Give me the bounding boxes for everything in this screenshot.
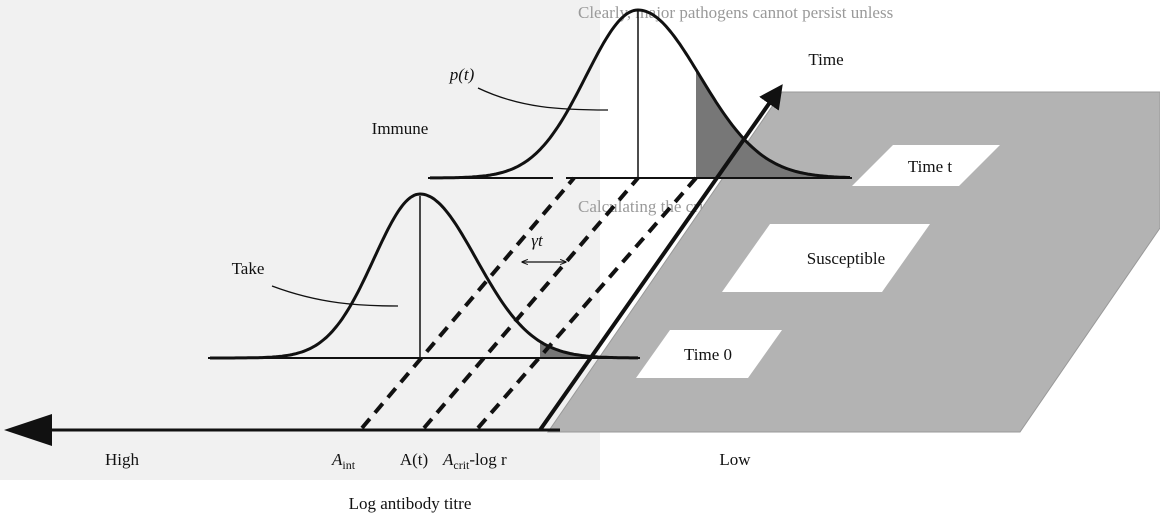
low-label: Low bbox=[719, 450, 751, 469]
titre-arrowhead bbox=[4, 414, 52, 446]
immune-curve bbox=[430, 8, 850, 180]
dashed-projection bbox=[422, 176, 640, 430]
page-tint bbox=[0, 0, 600, 480]
marker-suffix: -log r bbox=[469, 450, 507, 469]
susceptible-label: Susceptible bbox=[807, 249, 885, 268]
pointer bbox=[477, 87, 609, 111]
background-text: Clearly, major pathogens cannot persist … bbox=[578, 3, 893, 22]
box-susceptible bbox=[722, 224, 930, 292]
time-t-label: Time t bbox=[908, 157, 953, 176]
axis-title: Log antibody titre bbox=[349, 494, 472, 513]
marker-a-crit: Acrit-log r bbox=[442, 450, 507, 472]
box-time-t bbox=[852, 145, 1000, 186]
take-label: Take bbox=[232, 259, 265, 278]
dashed-projection bbox=[476, 176, 698, 430]
time-axis bbox=[538, 84, 783, 432]
marker-sub: crit bbox=[453, 458, 470, 472]
marker-base: A bbox=[331, 450, 343, 469]
marker-sub: int bbox=[342, 458, 355, 472]
p-t-label: p(t) bbox=[449, 65, 475, 84]
dashed-projection bbox=[360, 176, 576, 430]
take-curve bbox=[210, 192, 638, 360]
marker-a-int: Aint bbox=[331, 450, 356, 472]
take-curve-tail bbox=[540, 341, 638, 358]
time-0-label: Time 0 bbox=[684, 345, 732, 364]
time-label: Time bbox=[808, 50, 843, 69]
marker-a-t: A(t) bbox=[400, 450, 428, 469]
high-label: High bbox=[105, 450, 140, 469]
box-time-0 bbox=[636, 330, 782, 378]
marker-base: A bbox=[442, 450, 454, 469]
pointer bbox=[271, 285, 399, 307]
gamma-t-label: γt bbox=[531, 231, 544, 250]
immune-label: Immune bbox=[372, 119, 429, 138]
